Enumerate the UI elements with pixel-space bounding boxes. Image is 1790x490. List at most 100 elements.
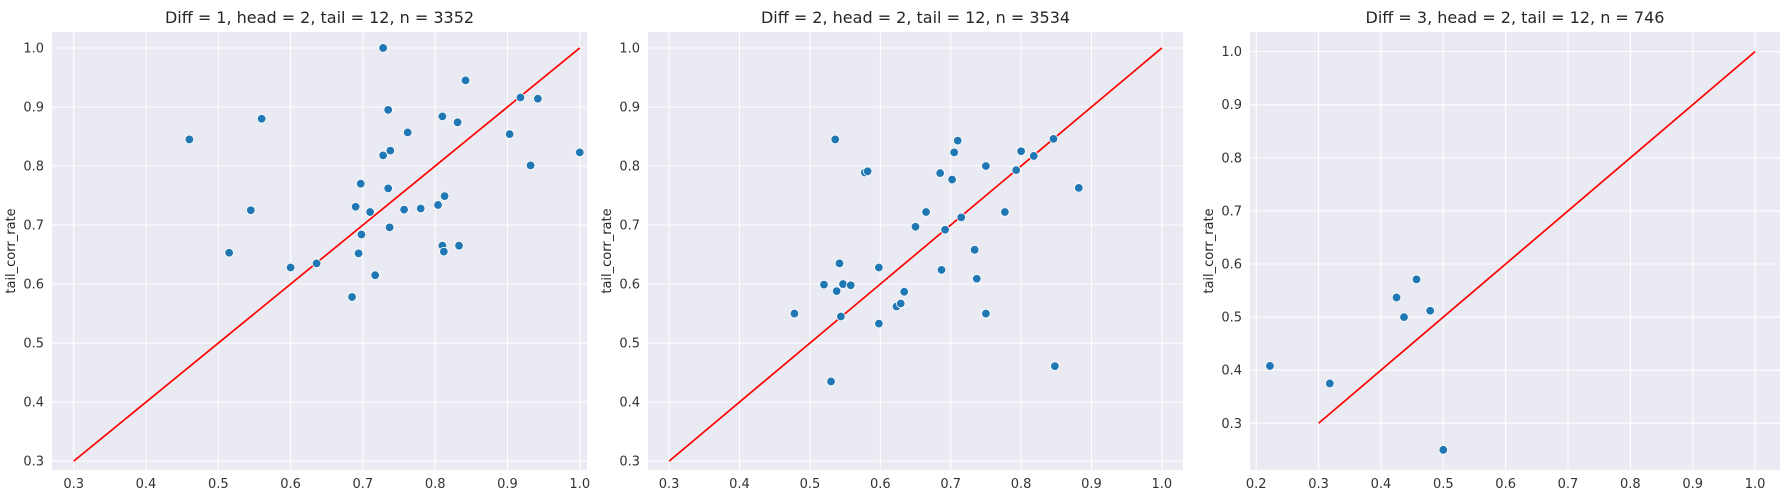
data-point xyxy=(953,135,963,146)
y-tick-label: 0.3 xyxy=(23,455,44,470)
y-tick-label: 1.0 xyxy=(23,41,44,56)
y-tick-label: 0.8 xyxy=(1221,151,1242,166)
x-tick-label: 0.3 xyxy=(63,477,84,490)
data-point xyxy=(789,308,800,319)
data-point xyxy=(940,225,950,235)
data-point xyxy=(936,265,947,275)
x-tick-label: 0.4 xyxy=(1371,477,1392,490)
y-tick-label: 0.9 xyxy=(23,100,44,115)
x-tick-label: 0.7 xyxy=(353,477,374,490)
x-tick-label: 0.3 xyxy=(1308,477,1329,490)
data-point xyxy=(896,298,906,309)
data-point xyxy=(874,262,884,273)
y-tick-label: 0.6 xyxy=(619,278,640,293)
data-point xyxy=(1029,151,1039,161)
y-tick-label: 1.0 xyxy=(1221,45,1242,60)
y-tick-label: 0.4 xyxy=(619,396,640,411)
x-tick-label: 0.5 xyxy=(800,477,821,490)
data-point xyxy=(433,200,443,210)
chart-title: Diff = 3, head = 2, tail = 12, n = 746 xyxy=(1366,8,1665,27)
y-tick-label: 0.6 xyxy=(23,278,44,293)
data-point xyxy=(969,245,980,255)
y-tick-label: 0.8 xyxy=(23,159,44,174)
data-point xyxy=(1325,378,1335,389)
data-point xyxy=(1074,183,1084,193)
reference-line xyxy=(1318,50,1756,424)
x-tick-label: 0.6 xyxy=(1495,477,1516,490)
data-point xyxy=(256,114,267,124)
x-tick-label: 0.6 xyxy=(280,477,301,490)
y-tick-label: 0.9 xyxy=(619,100,640,115)
data-point xyxy=(460,75,471,86)
data-point xyxy=(956,212,966,223)
data-point xyxy=(403,127,413,138)
reference-line xyxy=(668,47,1163,462)
data-point xyxy=(1000,207,1010,217)
x-tick-label: 0.6 xyxy=(870,477,891,490)
y-tick-label: 0.9 xyxy=(1221,98,1242,113)
x-tick-label: 0.8 xyxy=(1620,477,1641,490)
data-point xyxy=(439,246,449,257)
y-axis-label: tail_corr_rate xyxy=(1202,208,1217,293)
data-point xyxy=(1411,274,1422,285)
x-tick-label: 0.4 xyxy=(136,477,157,490)
data-point xyxy=(899,287,909,297)
data-point xyxy=(1265,361,1275,371)
x-tick-label: 0.7 xyxy=(940,477,961,490)
y-tick-label: 0.5 xyxy=(619,337,640,352)
data-point xyxy=(910,222,921,232)
data-point xyxy=(439,191,450,201)
data-point xyxy=(947,174,957,185)
data-point xyxy=(834,258,845,269)
data-point xyxy=(347,292,357,302)
data-point xyxy=(224,248,234,258)
x-tick-label: 0.8 xyxy=(425,477,446,490)
y-tick-label: 0.3 xyxy=(1221,417,1242,432)
data-point xyxy=(356,179,366,189)
reference-line xyxy=(73,47,581,462)
subplot-3: 0.2 0.3 0.4 0.5 0.6 0.7 0.8 0.9 1.0 0.3 0.4 0.5 0.6 0… xyxy=(1202,8,1780,490)
data-point xyxy=(311,258,322,269)
data-point xyxy=(370,270,380,280)
y-tick-label: 0.4 xyxy=(23,396,44,411)
x-tick-label: 0.8 xyxy=(1011,477,1032,490)
data-point xyxy=(365,207,375,217)
y-tick-label: 0.5 xyxy=(23,337,44,352)
data-point xyxy=(874,318,884,329)
x-tick-label: 1.0 xyxy=(569,477,590,490)
data-point xyxy=(383,183,393,194)
data-point xyxy=(1399,312,1409,322)
data-point xyxy=(935,168,945,178)
data-point xyxy=(862,166,873,177)
data-point xyxy=(385,145,396,156)
data-point xyxy=(350,202,361,212)
y-tick-label: 1.0 xyxy=(619,41,640,56)
data-point xyxy=(819,279,829,290)
x-tick-label: 0.5 xyxy=(1433,477,1454,490)
data-point xyxy=(838,279,848,289)
data-point xyxy=(1425,306,1435,316)
data-point xyxy=(378,43,388,53)
data-point xyxy=(836,311,846,322)
data-point xyxy=(830,134,840,145)
data-point xyxy=(533,94,543,104)
data-point xyxy=(1050,361,1060,371)
x-tick-label: 0.4 xyxy=(729,477,750,490)
data-point xyxy=(981,308,991,319)
x-tick-label: 0.9 xyxy=(1081,477,1102,490)
data-point xyxy=(353,248,364,259)
data-point xyxy=(831,286,842,296)
data-point xyxy=(826,376,836,387)
y-tick-label: 0.4 xyxy=(1221,364,1242,379)
data-point xyxy=(384,222,395,233)
data-point xyxy=(504,129,515,139)
data-point xyxy=(452,117,463,128)
data-point xyxy=(383,105,393,115)
data-point xyxy=(846,280,856,290)
data-point xyxy=(437,111,448,122)
x-tick-label: 0.2 xyxy=(1246,477,1267,490)
data-point xyxy=(378,150,388,161)
x-tick-label: 0.7 xyxy=(1558,477,1579,490)
x-tick-label: 0.9 xyxy=(1682,477,1703,490)
